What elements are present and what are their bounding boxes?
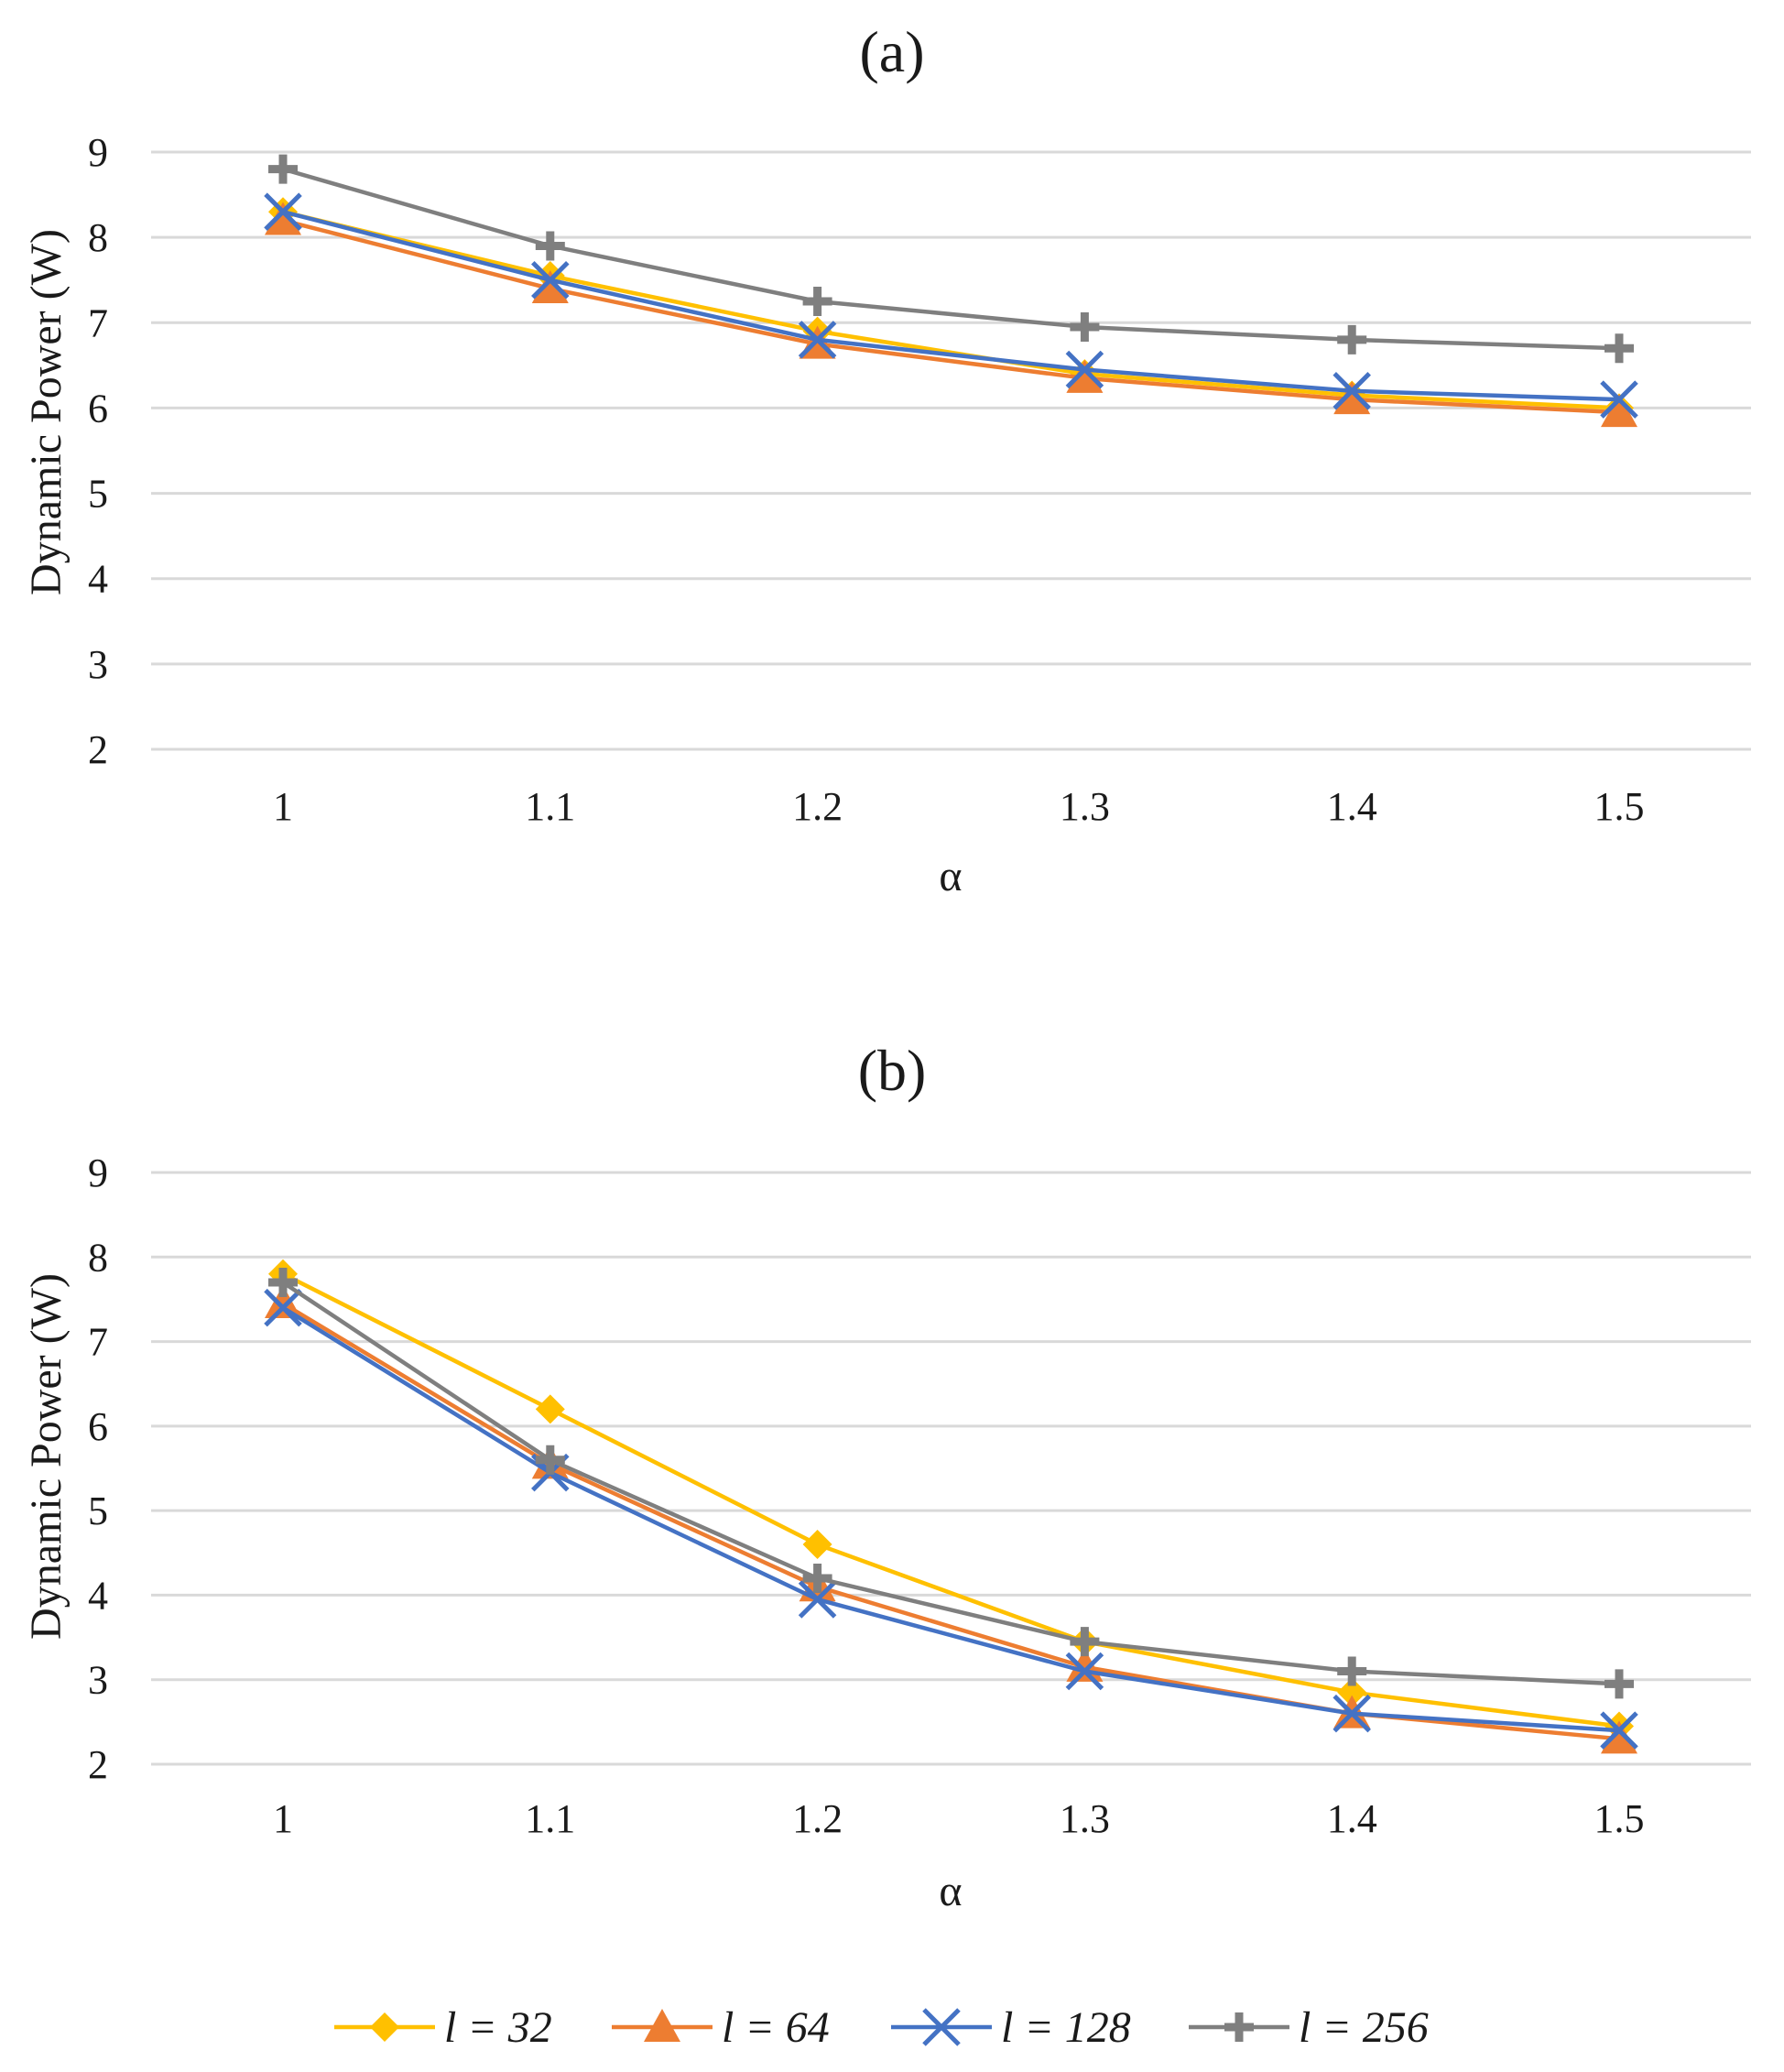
data-point (265, 1285, 301, 1319)
legend-label: l = 64 (722, 2003, 830, 2052)
data-point (1066, 359, 1104, 393)
data-point (264, 192, 302, 231)
data-point (1601, 394, 1637, 428)
legend: l = 32 l = 64 l = 128 l = 256 (334, 2003, 1429, 2052)
legend-marker (922, 2008, 961, 2046)
series-l-128 (264, 1288, 1638, 1750)
data-point (1333, 381, 1371, 415)
x-tick-label: 1.2 (792, 784, 843, 829)
x-tick-label: 1.1 (525, 1796, 575, 1841)
data-point (1600, 380, 1638, 419)
data-point (268, 154, 298, 184)
y-tick-label: 9 (88, 130, 108, 175)
data-point (802, 1530, 832, 1560)
legend-marker (1224, 2012, 1254, 2042)
legend-item: l = 64 (612, 2003, 830, 2052)
x-tick-label: 1 (273, 784, 293, 829)
y-tick-label: 3 (88, 1658, 108, 1703)
x-tick-label: 1.1 (525, 784, 575, 829)
y-tick-label: 4 (88, 557, 108, 602)
data-point (531, 270, 569, 304)
x-tick-label: 1.3 (1060, 1796, 1110, 1841)
series-line (282, 210, 1620, 410)
x-tick-label: 1.5 (1594, 1796, 1645, 1841)
data-point (265, 202, 301, 235)
chart-title: (a) (859, 19, 924, 84)
series-line (281, 1281, 1620, 1686)
y-tick-label: 7 (88, 300, 108, 345)
data-point (1601, 1720, 1637, 1754)
y-tick-label: 3 (88, 642, 108, 687)
data-point (802, 287, 832, 316)
data-point (798, 1580, 837, 1619)
series-line (282, 167, 1620, 351)
legend-label: l = 32 (444, 2003, 552, 2052)
x-tick-label: 1 (273, 1796, 293, 1841)
data-point (1600, 1711, 1638, 1750)
y-tick-label: 8 (88, 215, 108, 260)
y-tick-label: 2 (88, 1742, 108, 1787)
x-axis-label: α (939, 852, 962, 900)
series-line (281, 1305, 1620, 1733)
y-tick-label: 6 (88, 1404, 108, 1449)
series-line (281, 1271, 1620, 1728)
data-point (1333, 372, 1371, 410)
data-point (1337, 324, 1367, 354)
legend-item: l = 128 (891, 2003, 1131, 2052)
data-point (1065, 1652, 1104, 1691)
chart-panel-a: (a) 2 3 4 5 6 7 8 9 1 1.1 1.2 1.3 1.4 1.5 α Dynamic Powe… (22, 19, 1751, 900)
legend-label: l = 128 (1001, 2003, 1131, 2052)
data-point (531, 260, 570, 300)
chart-title: (b) (858, 1038, 927, 1103)
series-l-256 (268, 1267, 1634, 1699)
data-point (1070, 1627, 1100, 1657)
x-tick-label: 1.4 (1327, 784, 1377, 829)
x-tick-label: 1.4 (1327, 1796, 1377, 1841)
x-axis-label: α (939, 1867, 962, 1915)
data-point (535, 1445, 565, 1475)
y-tick-label: 7 (88, 1320, 108, 1365)
legend-marker (370, 2012, 399, 2042)
y-tick-label: 8 (88, 1235, 108, 1280)
y-tick-label: 2 (88, 727, 108, 772)
x-tick-label: 1.3 (1060, 784, 1110, 829)
y-axis-label: Dynamic Power (W) (22, 229, 71, 595)
series-l-64 (265, 1285, 1637, 1754)
y-tick-label: 9 (88, 1151, 108, 1195)
data-point (1605, 1669, 1634, 1699)
data-point (1070, 311, 1100, 342)
legend-label: l = 256 (1299, 2003, 1429, 2052)
legend-item: l = 32 (334, 2003, 552, 2052)
data-point (535, 1394, 565, 1424)
series-line (282, 218, 1620, 415)
legend-item: l = 256 (1189, 2003, 1429, 2052)
data-point (802, 1563, 832, 1593)
y-tick-label: 6 (88, 386, 108, 431)
series-l-128 (264, 192, 1638, 419)
x-tick-label: 1.5 (1594, 784, 1645, 829)
data-point (1605, 333, 1634, 364)
legend-marker (644, 2009, 680, 2042)
series-l-32 (268, 197, 1634, 423)
data-point (264, 1288, 302, 1327)
data-point (1337, 1656, 1367, 1686)
y-axis-label: Dynamic Power (W) (22, 1273, 71, 1640)
y-tick-label: 4 (88, 1573, 108, 1618)
data-point (268, 1267, 298, 1297)
y-tick-label: 5 (88, 1489, 108, 1533)
y-tick-label: 5 (88, 472, 108, 517)
data-point (1065, 350, 1104, 389)
series-line (282, 210, 1620, 402)
data-point (535, 231, 565, 261)
series-l-256 (268, 154, 1634, 364)
data-point (798, 321, 837, 359)
x-tick-label: 1.2 (792, 1796, 843, 1841)
data-point (1337, 1677, 1367, 1707)
data-point (1333, 1694, 1371, 1733)
series-l-32 (268, 1259, 1634, 1741)
chart-panel-b: (b) 2 3 4 5 6 7 8 9 1 1.1 1.2 1.3 1.4 1.5 α Dynamic Powe… (22, 1038, 1751, 1915)
